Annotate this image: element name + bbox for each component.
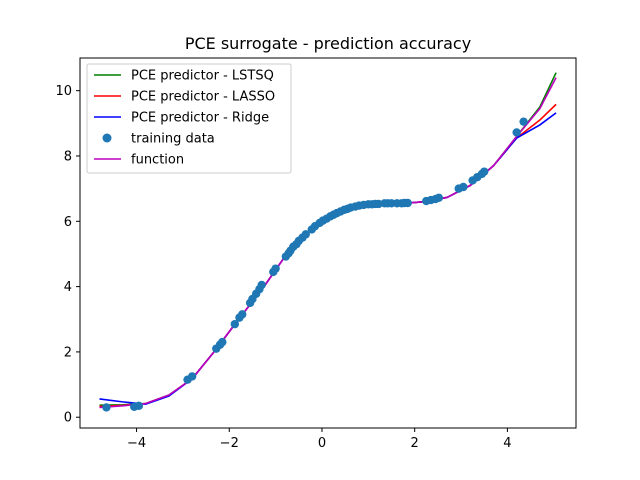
legend-label-pce-predictor-lasso: PCE predictor - LASSO bbox=[131, 90, 275, 105]
training-data-point bbox=[134, 401, 144, 410]
y-tick-label: 8 bbox=[64, 149, 72, 164]
x-tick-label: −4 bbox=[127, 436, 146, 451]
legend-box bbox=[86, 63, 292, 174]
training-data-point bbox=[480, 167, 489, 176]
y-tick-label: 2 bbox=[64, 345, 72, 360]
axes-frame bbox=[79, 57, 577, 429]
x-tick-label: 2 bbox=[411, 436, 419, 451]
legend-label-function: function bbox=[131, 153, 184, 168]
training-data-point bbox=[434, 193, 443, 202]
training-data-point bbox=[257, 280, 266, 290]
x-axis: −4 −2 0 2 4 bbox=[127, 428, 512, 451]
legend-label-pce-predictor-lstsq: PCE predictor - LSTSQ bbox=[131, 69, 274, 84]
legend-swatch-training-data bbox=[102, 133, 112, 143]
legend-label-pce-predictor-ridge: PCE predictor - Ridge bbox=[131, 111, 269, 126]
y-tick-label: 0 bbox=[64, 411, 72, 426]
x-tick-label: −2 bbox=[220, 436, 239, 451]
training-data-point bbox=[187, 372, 197, 381]
legend: PCE predictor - LSTSQ PCE predictor - LAS… bbox=[86, 63, 292, 174]
legend-label-training-data: training data bbox=[131, 132, 215, 147]
y-axis: 0 2 4 6 8 10 bbox=[55, 84, 80, 426]
training-data-point bbox=[218, 337, 227, 347]
y-tick-label: 4 bbox=[64, 280, 72, 295]
y-tick-label: 6 bbox=[64, 215, 72, 230]
x-tick-label: 0 bbox=[318, 436, 326, 451]
plot-area bbox=[79, 57, 577, 429]
training-data-point bbox=[230, 319, 240, 329]
chart-title: PCE surrogate - prediction accuracy bbox=[185, 34, 471, 53]
y-tick-label: 10 bbox=[55, 84, 72, 99]
training-data-point bbox=[512, 128, 521, 137]
scatter-layer bbox=[102, 117, 528, 412]
training-data-point bbox=[271, 264, 280, 273]
training-data-point bbox=[301, 230, 310, 239]
training-data-point bbox=[403, 198, 412, 208]
training-data-point bbox=[459, 182, 468, 192]
x-tick-label: 4 bbox=[503, 436, 511, 451]
legend-items: PCE predictor - LSTSQ PCE predictor - LAS… bbox=[94, 69, 275, 168]
training-data-point bbox=[519, 117, 528, 126]
training-data-point bbox=[238, 310, 247, 319]
training-data-point bbox=[102, 403, 111, 412]
